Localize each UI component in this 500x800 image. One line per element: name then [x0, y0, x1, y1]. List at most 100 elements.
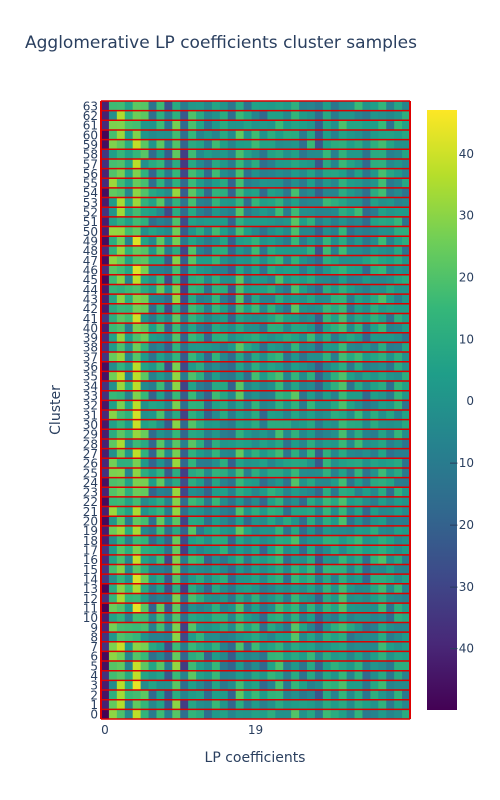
heatmap-cell — [140, 448, 149, 459]
heatmap-cell — [267, 525, 276, 536]
heatmap-cell — [307, 603, 316, 614]
heatmap-cell — [219, 603, 229, 614]
heatmap-cell — [243, 158, 252, 169]
heatmap-cell — [124, 709, 134, 720]
heatmap-cell — [204, 284, 213, 295]
heatmap-cell — [346, 101, 355, 112]
heatmap-cell — [204, 554, 213, 565]
heatmap-cell — [386, 139, 395, 150]
heatmap-cell — [132, 680, 142, 691]
heatmap-cell — [259, 583, 268, 594]
heatmap-cell — [188, 564, 197, 575]
heatmap-cell — [346, 313, 355, 324]
heatmap-cell — [156, 641, 165, 652]
heatmap-cell — [227, 313, 237, 324]
heatmap-cell — [116, 207, 126, 218]
heatmap-cell — [394, 207, 403, 218]
heatmap-cell — [354, 245, 363, 256]
heatmap-cell — [307, 496, 316, 507]
heatmap-cell — [402, 342, 411, 353]
heatmap-cell — [283, 535, 292, 546]
heatmap-cell — [101, 187, 110, 198]
heatmap-cell — [101, 129, 110, 141]
heatmap-cell — [156, 680, 165, 691]
heatmap-cell — [180, 255, 189, 266]
x-axis-label: LP coefficients — [205, 750, 306, 766]
heatmap-cell — [204, 255, 213, 266]
heatmap-cell — [283, 149, 292, 160]
heatmap-cell — [386, 690, 395, 701]
heatmap-cell — [164, 593, 173, 604]
heatmap-cell — [140, 129, 149, 141]
heatmap-cell — [299, 313, 308, 324]
heatmap-cell — [196, 661, 205, 672]
heatmap-cell — [322, 149, 332, 160]
heatmap-cell — [196, 381, 205, 392]
heatmap-cell — [394, 110, 403, 121]
heatmap-cell — [267, 487, 276, 498]
heatmap-cell — [291, 187, 300, 198]
heatmap-cell — [124, 158, 134, 169]
heatmap-cell — [235, 525, 245, 536]
heatmap-cell — [275, 101, 284, 112]
heatmap-cell — [243, 564, 252, 575]
heatmap-cell — [211, 120, 221, 131]
heatmap-cell — [322, 487, 332, 498]
heatmap-cell — [101, 429, 110, 440]
heatmap-cell — [275, 419, 284, 430]
heatmap-cell — [156, 458, 165, 469]
heatmap-cell — [196, 101, 205, 112]
heatmap-cell — [386, 158, 395, 169]
heatmap-cell — [259, 129, 268, 141]
colorbar-tick-label: −10 — [449, 456, 474, 470]
heatmap-cell — [370, 390, 379, 401]
heatmap-cell — [402, 429, 411, 440]
heatmap-cell — [196, 583, 205, 594]
heatmap-cell — [378, 574, 387, 585]
heatmap-cell — [346, 245, 355, 256]
heatmap-cell — [211, 535, 221, 546]
heatmap-cell — [386, 496, 395, 507]
heatmap-cell — [291, 603, 300, 614]
heatmap-cell — [132, 101, 142, 112]
heatmap-cell — [370, 564, 379, 575]
heatmap-cell — [370, 516, 379, 527]
heatmap-cell — [180, 545, 189, 556]
heatmap-cell — [370, 129, 379, 141]
heatmap-cell — [124, 496, 134, 507]
heatmap-cell — [124, 593, 134, 604]
heatmap-cell — [124, 352, 134, 363]
heatmap-cell — [116, 410, 126, 421]
heatmap-cell — [211, 438, 221, 450]
heatmap-cell — [101, 448, 110, 459]
heatmap-cell — [196, 458, 205, 469]
heatmap-cell — [283, 226, 292, 237]
heatmap-cell — [267, 458, 276, 469]
heatmap-cell — [322, 477, 332, 488]
heatmap-cell — [251, 622, 260, 633]
heatmap-cell — [235, 593, 245, 604]
heatmap-cell — [283, 303, 292, 314]
y-tick-label: 22 — [83, 495, 98, 509]
heatmap-cell — [307, 506, 316, 517]
heatmap-cell — [227, 554, 237, 565]
heatmap-cell — [132, 603, 142, 614]
heatmap-cell — [346, 622, 355, 633]
heatmap-cell — [211, 226, 221, 237]
heatmap-cell — [108, 438, 118, 450]
heatmap-cell — [188, 419, 197, 430]
heatmap-cell — [211, 670, 221, 681]
heatmap-cell — [188, 545, 197, 556]
heatmap-cell — [330, 303, 340, 314]
heatmap-cell — [243, 670, 252, 681]
heatmap-cell — [283, 342, 292, 353]
heatmap-cell — [275, 554, 284, 565]
heatmap-cell — [330, 593, 340, 604]
heatmap-cell — [291, 487, 300, 498]
heatmap-cell — [346, 226, 355, 237]
heatmap-cell — [314, 168, 324, 179]
heatmap-cell — [291, 313, 300, 324]
heatmap-cell — [243, 361, 252, 372]
heatmap-cell — [235, 332, 245, 343]
heatmap-cell — [108, 371, 118, 382]
